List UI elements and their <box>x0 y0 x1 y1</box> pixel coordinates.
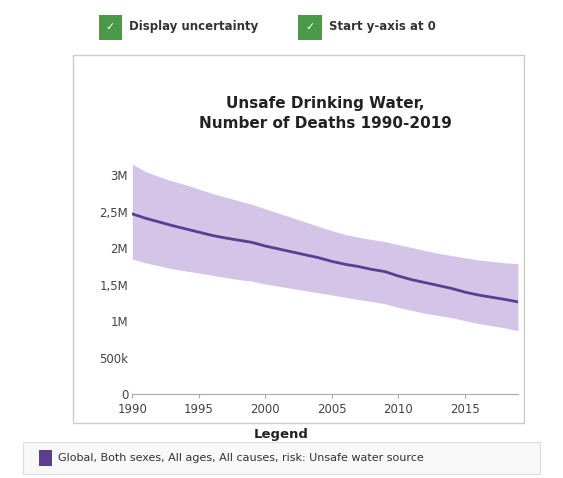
Text: ✓: ✓ <box>306 22 315 32</box>
Text: ✓: ✓ <box>106 22 115 32</box>
Text: Global, Both sexes, All ages, All causes, risk: Unsafe water source: Global, Both sexes, All ages, All causes… <box>58 453 424 463</box>
Text: Display uncertainty: Display uncertainty <box>129 20 259 33</box>
Title: Unsafe Drinking Water,
Number of Deaths 1990-2019: Unsafe Drinking Water, Number of Deaths … <box>199 96 452 130</box>
Text: Legend: Legend <box>254 427 309 441</box>
Text: Start y-axis at 0: Start y-axis at 0 <box>329 20 436 33</box>
